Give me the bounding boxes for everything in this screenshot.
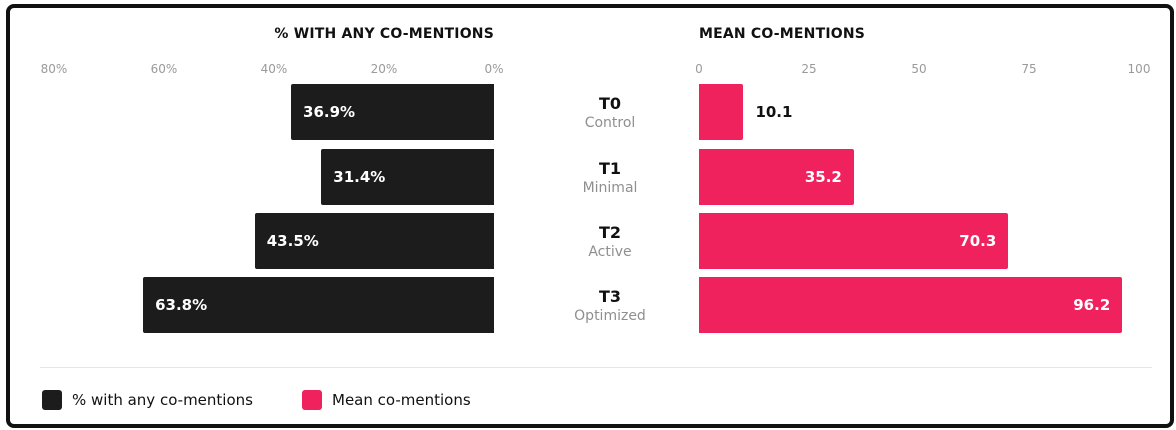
bar-left-value-label: 43.5% <box>266 232 319 250</box>
right-tick-label: 75 <box>1021 62 1037 76</box>
left-panel-title: % WITH ANY CO-MENTIONS <box>274 26 494 42</box>
bar-right-value-label: 96.2 <box>1073 296 1111 314</box>
right-tick-label: 25 <box>801 62 817 76</box>
left-tick-label: 40% <box>260 62 288 76</box>
legend-swatch-pink <box>302 390 322 410</box>
legend-label-left: % with any co-mentions <box>72 391 253 409</box>
category-code: T2 <box>598 223 622 242</box>
legend-swatch-black <box>42 390 62 410</box>
bar-right-t0 <box>699 84 744 140</box>
category-name: Minimal <box>582 180 638 196</box>
left-tick-label: 20% <box>370 62 398 76</box>
category-name: Control <box>584 115 636 131</box>
right-tick-label: 100 <box>1127 62 1151 76</box>
legend-item-left: % with any co-mentions <box>42 390 253 410</box>
category-label-t1: T1 Minimal <box>545 159 675 197</box>
bar-left-value-label: 36.9% <box>303 103 356 121</box>
bar-right-t2: 70.3 <box>699 213 1009 269</box>
bar-left-value-label: 63.8% <box>155 296 208 314</box>
category-label-t0: T0 Control <box>545 94 675 132</box>
category-code: T3 <box>598 287 622 306</box>
legend-label-right: Mean co-mentions <box>332 391 471 409</box>
legend-item-right: Mean co-mentions <box>302 390 471 410</box>
bar-left-t3: 63.8% <box>143 277 494 333</box>
category-code: T0 <box>598 94 622 113</box>
right-panel-title: MEAN CO-MENTIONS <box>699 26 866 42</box>
bar-right-value-label: 10.1 <box>755 103 793 121</box>
bar-left-t2: 43.5% <box>254 213 494 269</box>
bar-right-value-label: 70.3 <box>959 232 997 250</box>
category-name: Active <box>588 244 632 260</box>
bar-left-t0: 36.9% <box>291 84 494 140</box>
bar-right-value-label: 35.2 <box>804 168 842 186</box>
right-tick-label: 50 <box>911 62 927 76</box>
legend-divider <box>40 367 1152 368</box>
category-name: Optimized <box>574 308 646 324</box>
left-tick-label: 0% <box>484 62 504 76</box>
bar-right-t1: 35.2 <box>699 149 854 205</box>
category-label-t2: T2 Active <box>545 223 675 261</box>
right-tick-label: 0 <box>695 62 703 76</box>
category-code: T1 <box>598 159 622 178</box>
left-tick-label: 80% <box>40 62 68 76</box>
category-label-t3: T3 Optimized <box>545 287 675 325</box>
bar-left-t1: 31.4% <box>321 149 494 205</box>
bar-right-t3: 96.2 <box>699 277 1123 333</box>
bar-left-value-label: 31.4% <box>333 168 386 186</box>
left-tick-label: 60% <box>150 62 178 76</box>
